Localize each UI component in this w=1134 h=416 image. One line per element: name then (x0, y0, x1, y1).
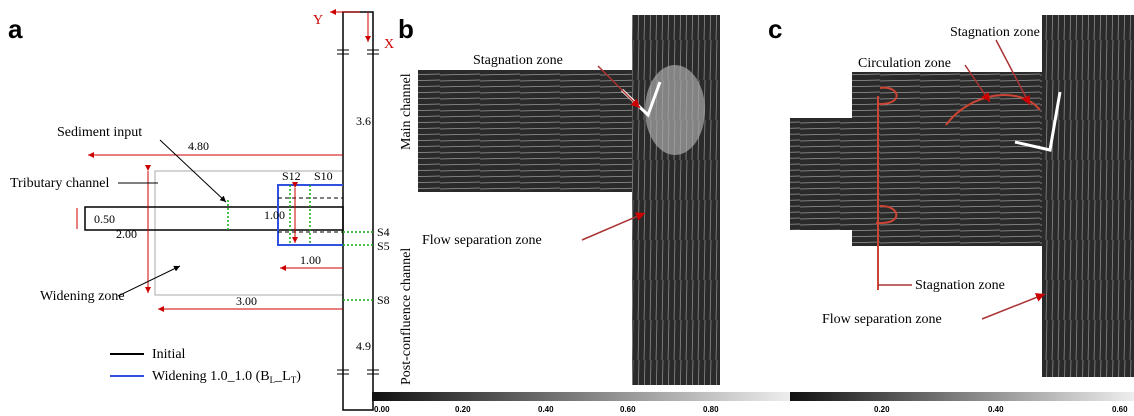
section-label: S4 (377, 225, 390, 239)
scale-tick: 0.80 (703, 405, 719, 414)
tributary (84, 206, 344, 231)
section-label: S10 (314, 169, 333, 183)
color-scale (790, 392, 1134, 401)
annotation: Sediment input (57, 125, 142, 140)
annotation: Stagnation zone (473, 53, 563, 68)
scale-tick: 0.20 (455, 405, 471, 414)
dimension: 0.50 (94, 212, 115, 226)
annotation: Tributary channel (10, 176, 110, 191)
scale-tick: 0.40 (538, 405, 554, 414)
annotation: Stagnation zone (915, 278, 1005, 293)
bright-region (645, 65, 705, 155)
scale-tick: 0.40 (988, 405, 1004, 414)
panel-b: b Stagnation zone Main channel Flow sepa… (372, 14, 792, 414)
widening-outline (154, 170, 344, 296)
image-main (418, 70, 638, 192)
panel-label: c (768, 14, 782, 44)
image-post (1042, 15, 1134, 377)
annotation: Stagnation zone (950, 25, 1040, 40)
annotation: Circulation zone (858, 56, 951, 71)
leader (981, 293, 1046, 320)
leader (117, 265, 181, 297)
dimension: 2.00 (116, 227, 137, 241)
scale-tick: 0.60 (1112, 405, 1128, 414)
panel-c: c Stagnation zone Circulation zone Stagn… (768, 14, 1134, 414)
section-label: S5 (377, 239, 390, 253)
dimension: 3.6 (356, 114, 371, 128)
dimension: 1.00 (300, 253, 321, 267)
dimension-lines (76, 9, 371, 312)
section-label: S12 (282, 169, 301, 183)
annotation: Main channel (399, 73, 414, 150)
dimension: 4.9 (356, 339, 371, 353)
annotation: Post-confluence channel (399, 248, 414, 385)
leader (995, 39, 1031, 106)
dimension: 1.00 (264, 208, 285, 222)
panel-label: b (398, 14, 414, 44)
sections (227, 185, 373, 301)
panel-a: a Y X 3.6 4.80 Sedimen (8, 9, 394, 411)
scale-tick: 0.00 (374, 405, 390, 414)
axis-label: X (384, 37, 394, 52)
leader (581, 212, 646, 241)
legend-label: Initial (152, 347, 186, 362)
annotation: Flow separation zone (822, 312, 942, 327)
zone-curves (875, 86, 1041, 290)
panel-label: a (8, 14, 23, 44)
color-scale (372, 392, 792, 401)
annotation: Widening zone (40, 289, 125, 304)
leader (597, 65, 641, 109)
leader (964, 64, 991, 103)
marker (1014, 91, 1062, 152)
scale-tick: 0.20 (874, 405, 890, 414)
scale-tick: 0.60 (620, 405, 636, 414)
annotation: Flow separation zone (422, 233, 542, 248)
legend-label: Widening 1.0_1.0 (BL_LT) (152, 369, 301, 385)
break-marks (337, 49, 379, 375)
dimension: 3.00 (236, 294, 257, 308)
axis-label: Y (313, 13, 323, 28)
dimension: 4.80 (188, 139, 209, 153)
section-label: S8 (377, 293, 390, 307)
leader (159, 139, 227, 203)
